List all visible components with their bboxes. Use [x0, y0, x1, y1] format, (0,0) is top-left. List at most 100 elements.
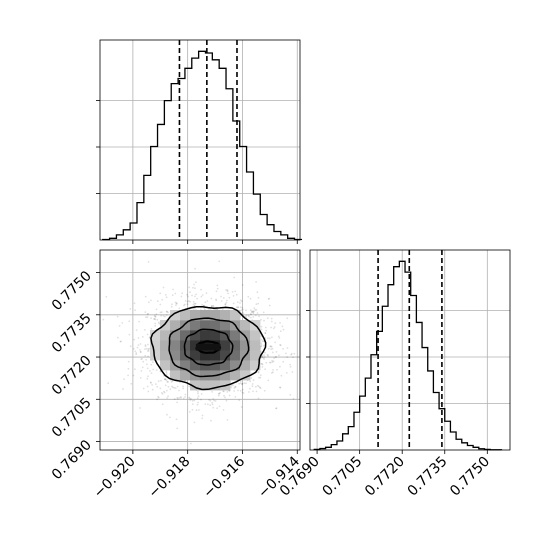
scatter-point	[242, 392, 245, 394]
scatter-point	[171, 294, 174, 296]
scatter-point	[174, 292, 177, 295]
scatter-point	[154, 315, 157, 318]
scatter-point	[289, 363, 291, 366]
y-tick-label-joint-0: 0.7690	[49, 437, 95, 483]
density-cell	[220, 370, 231, 381]
scatter-point	[264, 332, 267, 334]
scatter-point	[206, 300, 209, 302]
scatter-point	[176, 398, 179, 400]
scatter-point	[145, 347, 148, 350]
scatter-point	[254, 309, 257, 311]
scatter-point	[163, 378, 166, 381]
scatter-point	[251, 385, 254, 388]
scatter-point	[159, 292, 162, 295]
scatter-point	[134, 309, 137, 312]
scatter-point	[296, 356, 299, 358]
scatter-point	[194, 267, 197, 270]
scatter-point	[169, 388, 172, 391]
scatter-point	[260, 345, 263, 348]
scatter-point	[133, 338, 136, 341]
density-cell	[200, 370, 211, 381]
scatter-point	[252, 312, 255, 315]
scatter-point	[245, 314, 248, 317]
scatter-point	[270, 326, 272, 329]
scatter-point	[253, 307, 256, 309]
scatter-point	[241, 382, 244, 385]
scatter-point	[191, 408, 194, 411]
scatter-point	[203, 307, 206, 310]
scatter-point	[286, 356, 289, 358]
x-tick-label-joint-1: −0.918	[146, 454, 194, 502]
scatter-point	[158, 322, 161, 325]
scatter-point	[271, 351, 274, 354]
density-cell	[240, 330, 251, 341]
scatter-point	[263, 319, 265, 322]
scatter-point	[241, 307, 244, 309]
scatter-point	[213, 399, 216, 402]
scatter-point	[255, 303, 258, 306]
scatter-point	[258, 376, 260, 379]
scatter-point	[207, 403, 209, 406]
scatter-point	[140, 358, 143, 360]
scatter-point	[176, 427, 179, 430]
scatter-point	[144, 344, 147, 346]
scatter-point	[240, 406, 243, 408]
scatter-point	[250, 377, 253, 379]
scatter-point	[152, 368, 155, 371]
scatter-point	[180, 396, 182, 398]
scatter-point	[175, 302, 178, 305]
scatter-point	[240, 300, 243, 303]
scatter-point	[211, 401, 214, 404]
scatter-point	[171, 380, 174, 383]
scatter-point	[216, 407, 219, 410]
scatter-point	[282, 328, 285, 331]
scatter-point	[141, 366, 144, 369]
density-cell	[180, 360, 191, 371]
density-cell	[150, 330, 161, 341]
scatter-point	[241, 388, 244, 391]
scatter-point	[261, 363, 263, 365]
scatter-point	[144, 354, 147, 357]
scatter-point	[144, 348, 146, 350]
scatter-point	[194, 287, 196, 290]
density-cell	[200, 320, 211, 331]
scatter-point	[254, 314, 257, 317]
scatter-point	[290, 352, 293, 355]
scatter-point	[159, 370, 162, 373]
scatter-point	[167, 381, 170, 383]
scatter-point	[237, 389, 239, 392]
scatter-point	[150, 299, 152, 302]
scatter-point	[176, 396, 179, 399]
scatter-point	[242, 312, 245, 315]
scatter-point	[191, 403, 194, 405]
scatter-point	[264, 368, 266, 371]
scatter-point	[186, 300, 189, 303]
scatter-point	[275, 407, 277, 410]
scatter-point	[275, 351, 278, 353]
scatter-point	[205, 292, 208, 294]
scatter-point	[128, 320, 131, 323]
density-cell	[170, 310, 181, 321]
scatter-point	[222, 297, 225, 299]
scatter-point	[238, 399, 241, 402]
scatter-point	[251, 383, 254, 385]
scatter-point	[248, 391, 250, 393]
scatter-point	[200, 393, 203, 395]
x-tick-label-joint-2: −0.916	[200, 453, 248, 501]
scatter-point	[186, 293, 189, 296]
scatter-point	[261, 356, 263, 359]
scatter-point	[220, 295, 222, 298]
scatter-point	[270, 345, 273, 348]
density-cell	[210, 330, 221, 341]
scatter-point	[218, 260, 221, 263]
scatter-point	[280, 374, 283, 377]
scatter-point	[210, 297, 213, 300]
scatter-point	[218, 393, 220, 395]
scatter-point	[209, 404, 212, 407]
scatter-point	[193, 399, 196, 402]
scatter-point	[182, 397, 185, 400]
scatter-point	[214, 400, 217, 402]
scatter-point	[128, 333, 131, 336]
scatter-point	[210, 305, 213, 308]
marginal-histogram-param-1	[96, 39, 303, 244]
